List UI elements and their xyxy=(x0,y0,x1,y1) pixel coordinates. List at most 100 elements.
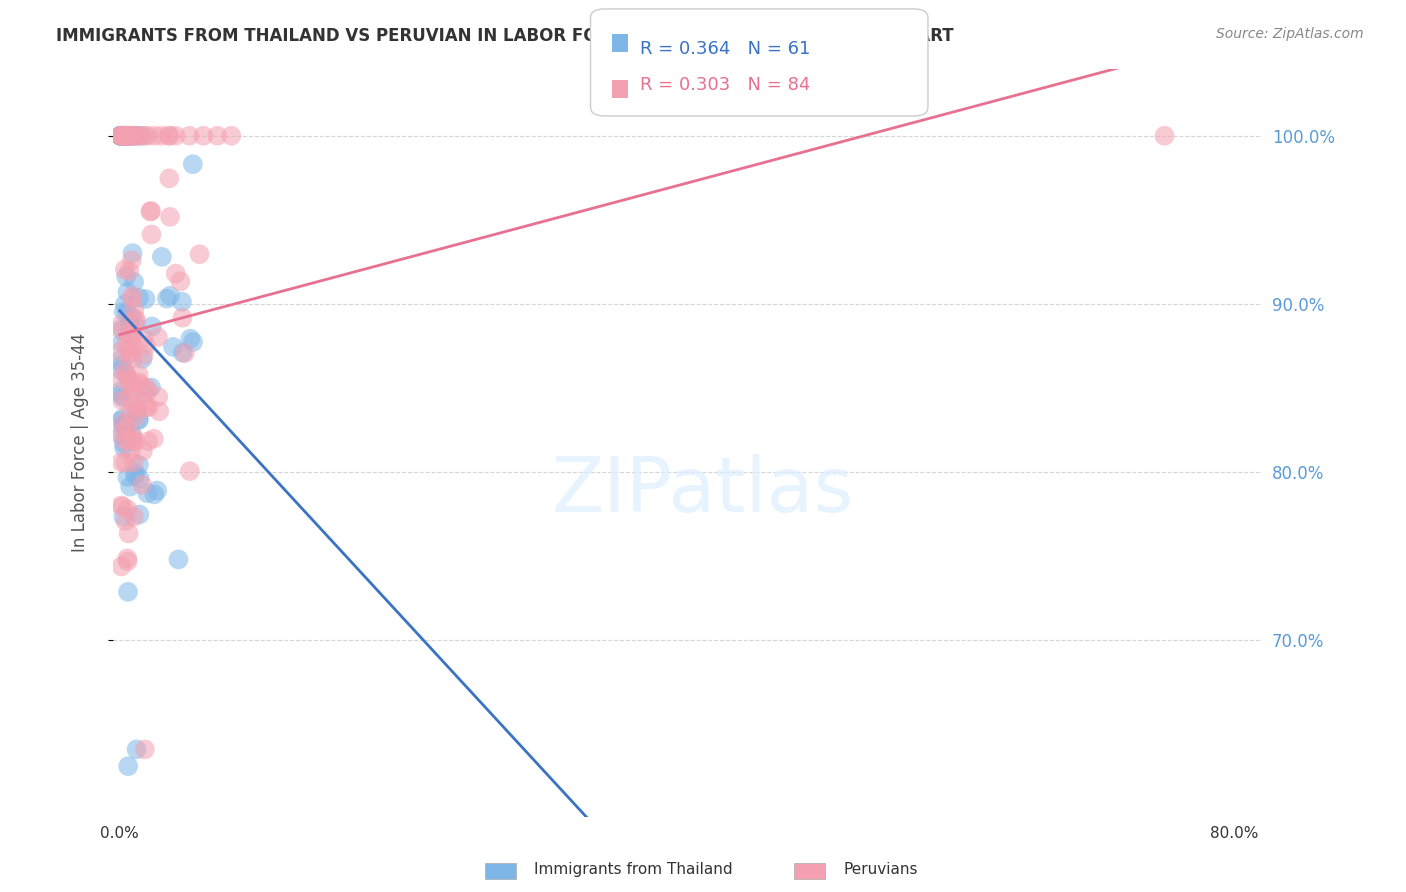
Point xyxy=(121,292,143,306)
Point xyxy=(117,584,139,599)
Point xyxy=(121,310,143,324)
Point xyxy=(110,388,132,402)
Point xyxy=(170,294,193,309)
Point xyxy=(110,372,132,386)
Point xyxy=(1153,128,1175,143)
Point xyxy=(112,418,135,433)
Point xyxy=(121,289,143,303)
Point xyxy=(129,378,152,392)
Point xyxy=(117,433,139,447)
Point xyxy=(121,128,143,143)
Point xyxy=(124,311,146,326)
Point xyxy=(115,337,138,351)
Point xyxy=(111,317,134,331)
Point xyxy=(193,128,215,143)
Point xyxy=(114,128,136,143)
Point xyxy=(114,262,136,277)
Point xyxy=(110,128,132,143)
Point xyxy=(125,384,148,398)
Point xyxy=(117,759,139,773)
Text: R = 0.303   N = 84: R = 0.303 N = 84 xyxy=(640,76,810,94)
Point xyxy=(143,487,166,501)
Point xyxy=(122,128,145,143)
Point xyxy=(110,428,132,442)
Point xyxy=(118,347,141,361)
Point xyxy=(124,318,146,333)
Point xyxy=(115,128,138,143)
Point xyxy=(112,128,135,143)
Point xyxy=(110,128,132,143)
Point xyxy=(219,128,242,143)
Point xyxy=(169,275,191,289)
Point xyxy=(115,305,138,319)
Point xyxy=(188,247,211,261)
Point xyxy=(125,128,148,143)
Y-axis label: In Labor Force | Age 35-44: In Labor Force | Age 35-44 xyxy=(72,333,89,552)
Point xyxy=(120,128,142,143)
Point xyxy=(110,128,132,143)
Point xyxy=(122,455,145,469)
Point xyxy=(120,331,142,345)
Point xyxy=(139,203,162,218)
Point xyxy=(121,430,143,444)
Point xyxy=(110,128,132,143)
Point xyxy=(112,128,135,143)
Point xyxy=(115,368,138,383)
Point xyxy=(181,157,204,171)
Point xyxy=(111,411,134,425)
Point xyxy=(132,385,155,400)
Text: R = 0.364   N = 61: R = 0.364 N = 61 xyxy=(640,40,810,58)
Point xyxy=(115,269,138,284)
Point xyxy=(167,552,190,566)
Point xyxy=(117,470,139,484)
Point xyxy=(150,250,173,264)
Point xyxy=(111,358,134,372)
Point xyxy=(111,128,134,143)
Point xyxy=(128,368,150,382)
Point xyxy=(136,434,159,449)
Point xyxy=(125,742,148,756)
Point xyxy=(134,742,156,756)
Point xyxy=(121,427,143,442)
Point xyxy=(118,128,141,143)
Point xyxy=(143,128,166,143)
Point xyxy=(134,128,156,143)
Point xyxy=(112,417,135,431)
Point xyxy=(159,128,181,143)
Point xyxy=(110,393,132,408)
Point xyxy=(122,340,145,354)
Point xyxy=(121,383,143,397)
Point xyxy=(207,128,229,143)
Point xyxy=(131,478,153,492)
Point xyxy=(114,128,136,143)
Point xyxy=(141,227,163,242)
Point xyxy=(121,326,143,340)
Point xyxy=(118,318,141,332)
Point xyxy=(111,128,134,143)
Point xyxy=(120,128,142,143)
Point xyxy=(124,410,146,425)
Point xyxy=(114,297,136,311)
Point xyxy=(172,310,194,325)
Point xyxy=(112,433,135,447)
Point xyxy=(127,402,149,417)
Point xyxy=(124,303,146,318)
Point xyxy=(110,128,132,143)
Point xyxy=(124,434,146,449)
Text: Immigrants from Thailand: Immigrants from Thailand xyxy=(534,863,733,877)
Point xyxy=(120,444,142,458)
Point xyxy=(172,345,194,359)
Point xyxy=(157,128,180,143)
Point xyxy=(132,330,155,344)
Text: IMMIGRANTS FROM THAILAND VS PERUVIAN IN LABOR FORCE | AGE 35-44 CORRELATION CHAR: IMMIGRANTS FROM THAILAND VS PERUVIAN IN … xyxy=(56,27,953,45)
Point xyxy=(117,551,139,566)
Point xyxy=(179,128,201,143)
Point xyxy=(125,314,148,328)
Point xyxy=(117,285,139,300)
Point xyxy=(138,400,160,414)
Point xyxy=(117,502,139,516)
Point xyxy=(112,128,135,143)
Point xyxy=(118,406,141,420)
Point xyxy=(110,499,132,513)
Point xyxy=(117,128,139,143)
